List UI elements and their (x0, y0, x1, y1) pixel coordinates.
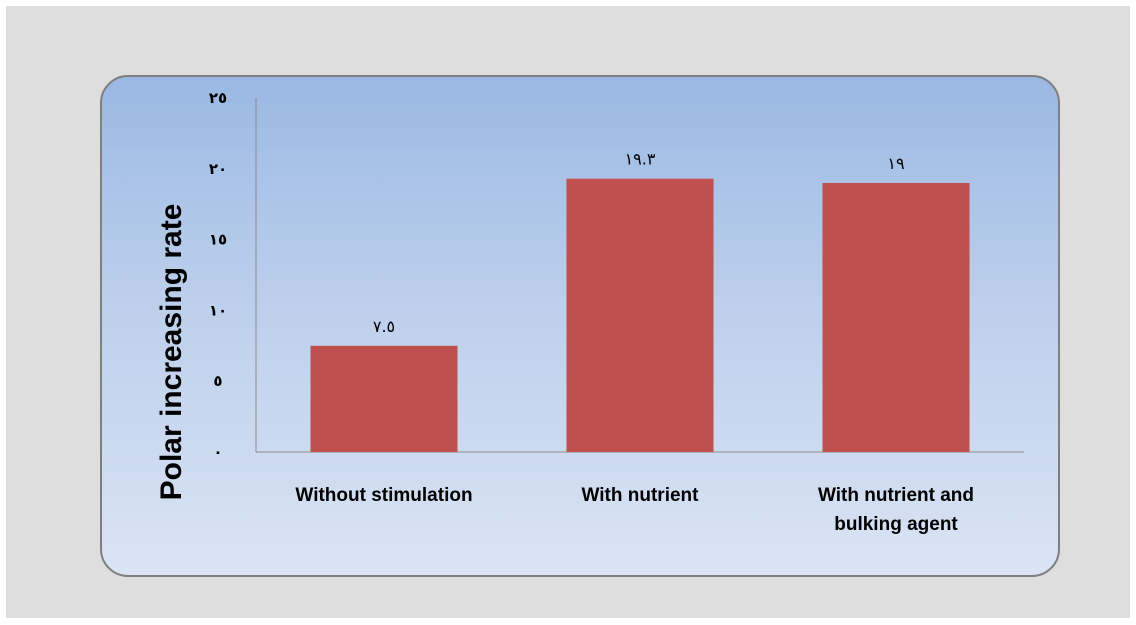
bar (822, 182, 970, 452)
bar-value-label: ٧.٥ (373, 317, 395, 336)
x-category-label: With nutrient and bulking agent (818, 485, 974, 535)
slide-background: ٠ ٥ ١٠ ١٥ ٢٠ ٢٥ ٧.٥ ١٩.٣ ١٩ Without stimulation… (6, 6, 1130, 618)
chart-data-labels: ٧.٥ ١٩.٣ ١٩ (373, 150, 905, 336)
x-category-label-line: With nutrient and (818, 485, 974, 506)
y-tick-label: ٢٥ (209, 89, 227, 107)
y-axis-ticks: ٠ ٥ ١٠ ١٥ ٢٠ ٢٥ (209, 89, 227, 461)
y-axis-title: Polar increasing rate (155, 204, 188, 501)
x-category-label: With nutrient (582, 485, 700, 506)
bar-value-label: ١٩.٣ (625, 150, 656, 169)
x-axis-category-labels: Without stimulation With nutrient With nut… (295, 485, 974, 535)
y-tick-label: ٢٠ (209, 160, 227, 178)
x-category-label-line: With nutrient (582, 485, 700, 506)
bar (566, 178, 714, 452)
y-tick-label: ٥ (213, 372, 222, 390)
bar (310, 345, 458, 452)
y-tick-label: ٠ (213, 443, 222, 461)
chart-bars (310, 178, 970, 452)
bar-value-label: ١٩ (887, 154, 904, 173)
bar-chart: ٠ ٥ ١٠ ١٥ ٢٠ ٢٥ ٧.٥ ١٩.٣ ١٩ Without stimulation… (155, 89, 1024, 535)
y-tick-label: ١٠ (209, 301, 227, 319)
x-category-label-line: Without stimulation (295, 485, 472, 506)
x-category-label-line: bulking agent (834, 514, 958, 535)
y-tick-label: ١٥ (209, 231, 227, 249)
x-category-label: Without stimulation (295, 485, 472, 506)
